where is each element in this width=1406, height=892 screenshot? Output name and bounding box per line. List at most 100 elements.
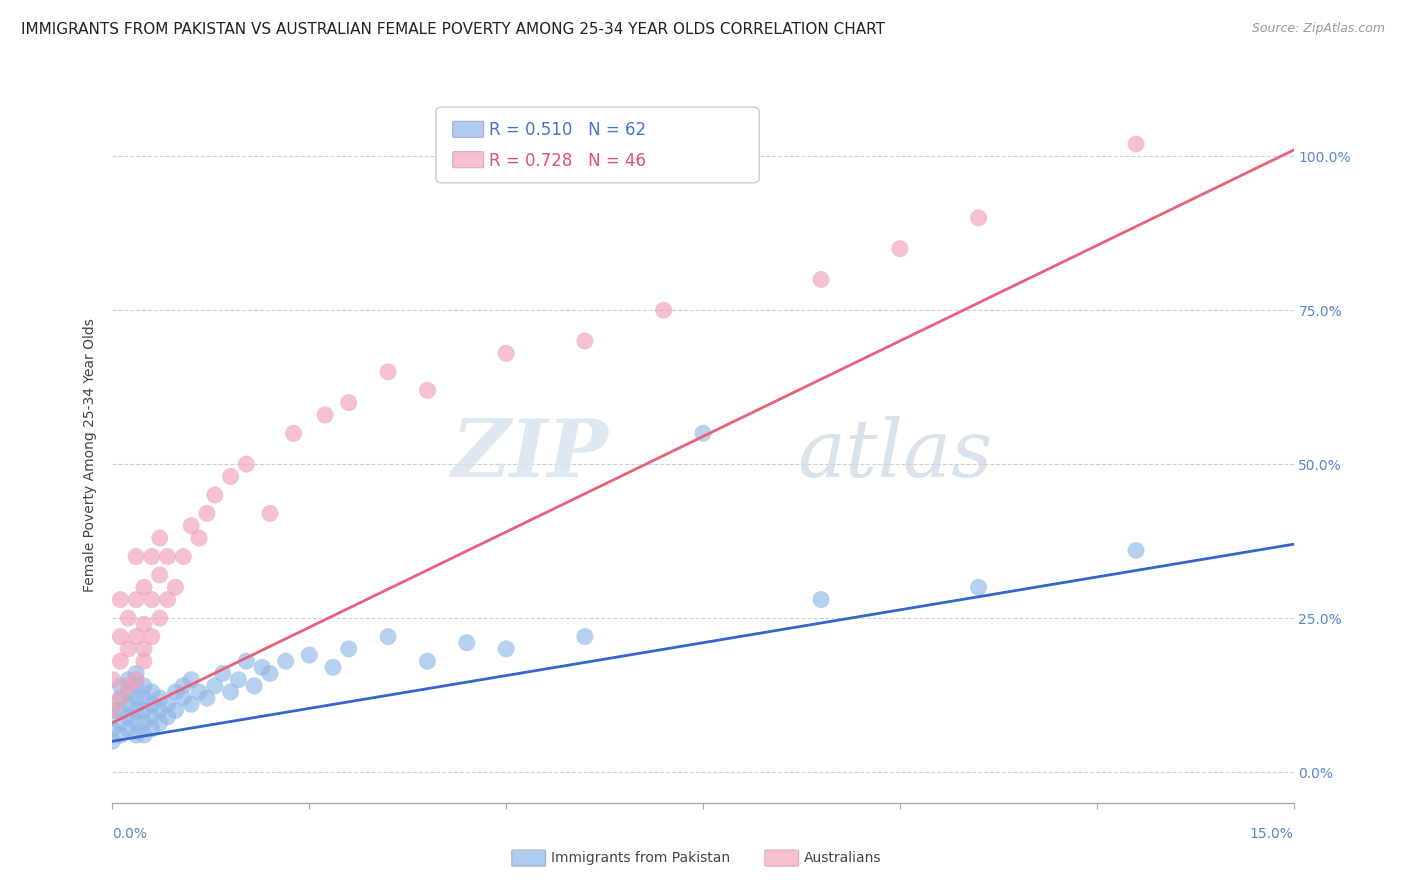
Point xyxy=(172,549,194,564)
Point xyxy=(132,679,155,693)
Point xyxy=(110,728,132,742)
Point xyxy=(125,703,148,717)
Point xyxy=(132,580,155,594)
Point xyxy=(141,685,163,699)
Point xyxy=(125,549,148,564)
Point xyxy=(322,660,344,674)
Point xyxy=(274,654,297,668)
Point xyxy=(211,666,233,681)
Point xyxy=(101,722,124,736)
Point xyxy=(101,703,124,717)
Point xyxy=(314,408,336,422)
Point xyxy=(416,654,439,668)
Point xyxy=(110,691,132,706)
Point xyxy=(110,679,132,693)
Text: IMMIGRANTS FROM PAKISTAN VS AUSTRALIAN FEMALE POVERTY AMONG 25-34 YEAR OLDS CORR: IMMIGRANTS FROM PAKISTAN VS AUSTRALIAN F… xyxy=(21,22,886,37)
Point xyxy=(495,641,517,656)
Point xyxy=(172,691,194,706)
Point xyxy=(110,715,132,730)
Point xyxy=(117,685,139,699)
Point xyxy=(250,660,273,674)
Point xyxy=(156,549,179,564)
Point xyxy=(132,641,155,656)
Point xyxy=(180,698,202,712)
Point xyxy=(180,518,202,533)
Point xyxy=(132,617,155,632)
Point xyxy=(195,507,218,521)
Point xyxy=(125,728,148,742)
Point xyxy=(1125,136,1147,151)
Point xyxy=(810,272,832,286)
Point xyxy=(283,426,305,441)
Point xyxy=(117,709,139,723)
Point xyxy=(298,648,321,662)
Point xyxy=(188,685,211,699)
Point xyxy=(132,715,155,730)
Point xyxy=(574,630,596,644)
Text: ZIP: ZIP xyxy=(451,417,609,493)
Y-axis label: Female Poverty Among 25-34 Year Olds: Female Poverty Among 25-34 Year Olds xyxy=(83,318,97,592)
Point xyxy=(337,641,360,656)
Point xyxy=(967,211,990,225)
Point xyxy=(132,654,155,668)
Point xyxy=(149,715,172,730)
Point xyxy=(377,630,399,644)
Point xyxy=(889,242,911,256)
Point xyxy=(259,666,281,681)
Point xyxy=(125,715,148,730)
Point xyxy=(141,630,163,644)
Text: atlas: atlas xyxy=(797,417,993,493)
Point xyxy=(204,679,226,693)
Point xyxy=(110,654,132,668)
Point xyxy=(243,679,266,693)
Text: R = 0.728   N = 46: R = 0.728 N = 46 xyxy=(489,152,647,169)
Point xyxy=(219,685,242,699)
Point xyxy=(149,568,172,582)
Point xyxy=(117,611,139,625)
Point xyxy=(141,709,163,723)
Point xyxy=(149,691,172,706)
Point xyxy=(141,698,163,712)
Point xyxy=(125,630,148,644)
Text: 15.0%: 15.0% xyxy=(1250,828,1294,841)
Point xyxy=(574,334,596,348)
Point xyxy=(110,703,132,717)
Point xyxy=(132,691,155,706)
Point xyxy=(416,384,439,398)
Point xyxy=(235,457,257,471)
Point xyxy=(165,703,187,717)
Point xyxy=(117,698,139,712)
Point xyxy=(117,722,139,736)
Point xyxy=(156,698,179,712)
Text: Source: ZipAtlas.com: Source: ZipAtlas.com xyxy=(1251,22,1385,36)
Point xyxy=(117,641,139,656)
Point xyxy=(172,679,194,693)
Point xyxy=(156,709,179,723)
Point xyxy=(125,691,148,706)
Point xyxy=(495,346,517,360)
Point xyxy=(188,531,211,545)
Point xyxy=(149,531,172,545)
Point xyxy=(125,666,148,681)
Point xyxy=(180,673,202,687)
Point xyxy=(228,673,250,687)
Point xyxy=(165,685,187,699)
Point xyxy=(967,580,990,594)
Point xyxy=(219,469,242,483)
Point xyxy=(141,549,163,564)
Point xyxy=(165,580,187,594)
Point xyxy=(456,636,478,650)
Point xyxy=(259,507,281,521)
Point xyxy=(101,673,124,687)
Point xyxy=(132,703,155,717)
Point xyxy=(692,426,714,441)
Point xyxy=(125,679,148,693)
Point xyxy=(204,488,226,502)
Point xyxy=(101,734,124,748)
Point xyxy=(652,303,675,318)
Point xyxy=(110,630,132,644)
Text: R = 0.510   N = 62: R = 0.510 N = 62 xyxy=(489,121,647,139)
Point xyxy=(117,673,139,687)
Point xyxy=(101,703,124,717)
Text: Australians: Australians xyxy=(804,851,882,865)
